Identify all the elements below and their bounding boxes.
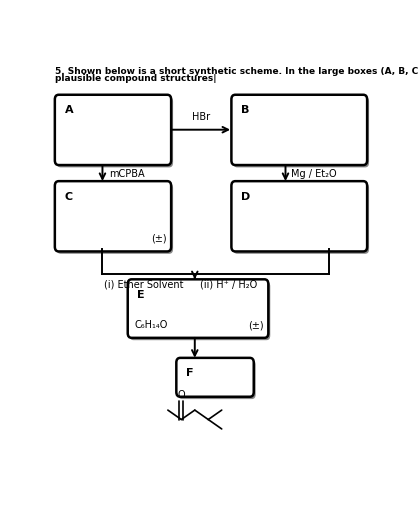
FancyBboxPatch shape	[55, 96, 171, 166]
FancyBboxPatch shape	[130, 282, 270, 341]
Text: (ii) H⁺ / H₂O: (ii) H⁺ / H₂O	[200, 278, 257, 289]
FancyBboxPatch shape	[55, 182, 171, 252]
Text: plausible compound structures|: plausible compound structures|	[56, 74, 217, 82]
Text: (±): (±)	[151, 233, 167, 243]
Text: (i) Ether Solvent: (i) Ether Solvent	[104, 278, 184, 289]
Text: mCPBA: mCPBA	[109, 169, 145, 179]
Text: (±): (±)	[248, 320, 264, 329]
Text: E: E	[138, 289, 145, 299]
Text: C: C	[64, 191, 73, 201]
FancyBboxPatch shape	[128, 280, 268, 338]
FancyBboxPatch shape	[57, 98, 173, 168]
Text: HBr: HBr	[192, 112, 210, 122]
FancyBboxPatch shape	[176, 358, 254, 397]
Text: A: A	[64, 105, 73, 115]
Text: C₆H₁₄O: C₆H₁₄O	[135, 320, 168, 329]
FancyBboxPatch shape	[232, 182, 367, 252]
FancyBboxPatch shape	[178, 360, 256, 400]
Text: Mg / Et₂O: Mg / Et₂O	[291, 169, 337, 179]
Text: F: F	[186, 367, 194, 378]
Text: 5. Shown below is a short synthetic scheme. In the large boxes (A, B, C, D, E), : 5. Shown below is a short synthetic sche…	[56, 67, 418, 76]
Text: B: B	[241, 105, 250, 115]
FancyBboxPatch shape	[57, 184, 173, 254]
Text: O: O	[178, 389, 185, 399]
FancyBboxPatch shape	[233, 98, 369, 168]
FancyBboxPatch shape	[233, 184, 369, 254]
FancyBboxPatch shape	[232, 96, 367, 166]
Text: D: D	[241, 191, 250, 201]
